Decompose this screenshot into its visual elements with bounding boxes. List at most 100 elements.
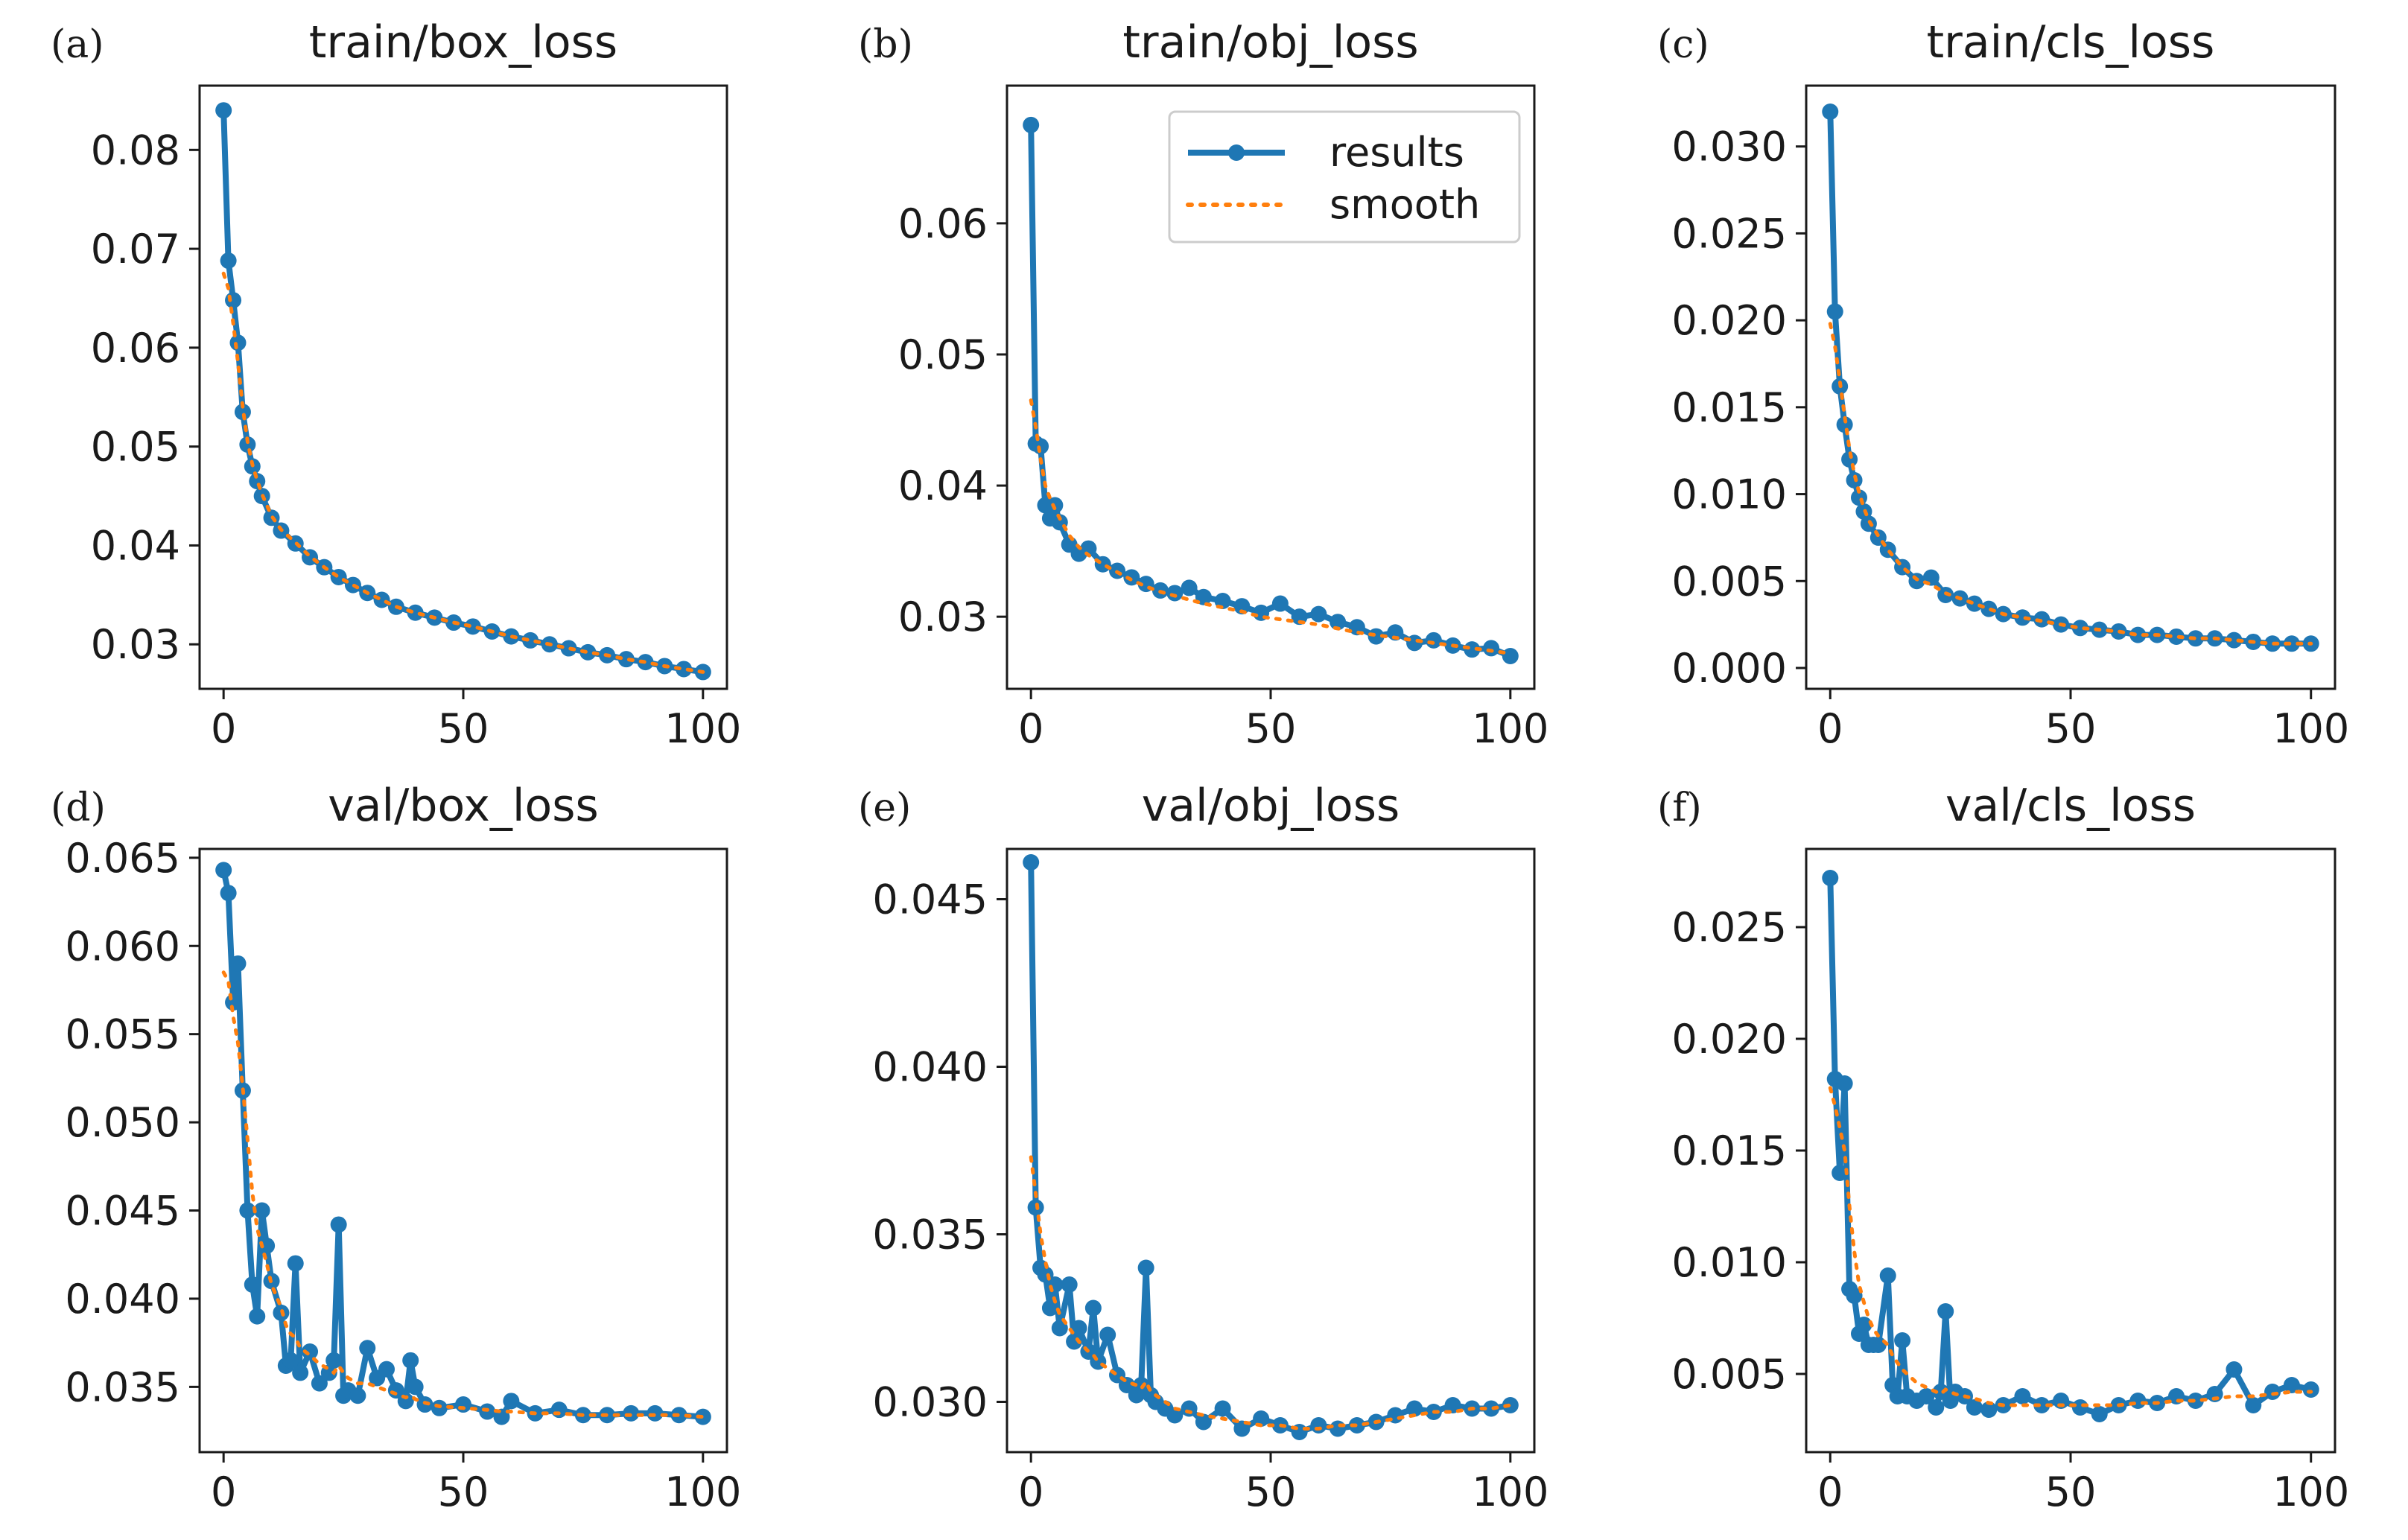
results-data-point <box>1822 870 1839 886</box>
results-data-point <box>325 1352 343 1369</box>
results-data-point <box>1051 1320 1068 1337</box>
y-tick-label: 0.035 <box>872 1212 988 1259</box>
results-data-point <box>1855 1317 1872 1333</box>
results-data-point <box>1966 595 1983 612</box>
chart-panel-1: (a) train/box_loss 0 50 100 0.03 0.04 0.05 0.06 0… <box>51 16 741 752</box>
results-data-point <box>1080 540 1097 557</box>
results-data-point <box>2302 1381 2319 1398</box>
results-data-point <box>249 473 266 490</box>
results-data-point <box>1181 579 1198 596</box>
y-tick-label: 0.07 <box>91 226 180 273</box>
results-data-point <box>1483 640 1500 657</box>
x-tick-label: 0 <box>211 705 236 752</box>
panel-title: train/cls_loss <box>1927 16 2215 69</box>
panel-letter: (d) <box>51 786 106 830</box>
y-tick-label: 0.05 <box>898 331 988 378</box>
results-data-point <box>387 1382 404 1399</box>
plot-frame <box>198 847 728 1454</box>
results-data-point <box>1023 116 1040 133</box>
results-data-point <box>1425 631 1442 649</box>
results-data-point <box>1836 1075 1853 1092</box>
results-data-point <box>1066 1333 1083 1350</box>
results-data-point <box>215 862 232 879</box>
results-data-point <box>1937 1303 1954 1320</box>
results-data-point <box>2033 1397 2050 1413</box>
results-data-point <box>1253 1410 1270 1427</box>
x-tick-label: 100 <box>664 1469 741 1515</box>
x-tick-label: 50 <box>1245 705 1297 752</box>
results-data-point <box>330 568 347 585</box>
panel-title: train/box_loss <box>309 16 617 69</box>
results-data-point <box>220 252 237 270</box>
x-tick-label: 0 <box>1018 705 1043 752</box>
x-tick-label: 50 <box>2045 705 2097 752</box>
panel-title: val/cls_loss <box>1945 780 2196 832</box>
x-tick-label: 50 <box>1245 1469 1297 1515</box>
smooth-series-line <box>221 271 705 674</box>
results-data-point <box>676 661 693 678</box>
y-tick-label: 0.020 <box>1671 297 1787 344</box>
results-data-point <box>239 436 256 454</box>
results-data-point <box>1181 1400 1198 1417</box>
results-data-point <box>1214 1400 1231 1417</box>
chart-panel-4: (d) val/box_loss 0 50 100 0.035 0.040 0.045 0.05… <box>51 780 741 1515</box>
results-data-point <box>359 1340 376 1357</box>
results-data-point <box>1832 1165 1849 1181</box>
results-data-point <box>623 1404 640 1422</box>
results-data-point <box>1330 614 1347 631</box>
results-data-point <box>292 1364 309 1381</box>
results-data-point <box>1070 1320 1087 1337</box>
results-data-point <box>503 1393 520 1410</box>
x-tick-label: 100 <box>664 705 741 752</box>
results-data-point <box>1233 598 1251 615</box>
y-tick-label: 0.035 <box>65 1364 180 1410</box>
results-data-point <box>2053 1393 2070 1409</box>
x-tick-label: 50 <box>438 1469 489 1515</box>
legend-results-marker <box>1228 144 1245 161</box>
results-data-point <box>617 651 635 668</box>
smooth-series-line <box>221 970 705 1419</box>
results-data-point <box>2283 1377 2300 1393</box>
y-tick-label: 0.04 <box>91 522 180 569</box>
results-data-point <box>1444 1397 1461 1413</box>
chart-panel-3: (c) train/cls_loss 0 50 100 0.000 0.005 0.010 0.… <box>1657 16 2349 752</box>
results-data-point <box>1846 1288 1863 1304</box>
panel-letter: (a) <box>51 22 104 67</box>
y-tick-label: 0.010 <box>1671 1239 1787 1286</box>
panel-title: train/obj_loss <box>1122 16 1418 69</box>
results-data-point <box>1928 1399 1945 1416</box>
results-data-point <box>378 1361 395 1378</box>
results-data-point <box>1061 1276 1078 1293</box>
results-series-line <box>220 110 704 675</box>
y-tick-label: 0.03 <box>91 621 180 668</box>
results-data-point <box>402 1352 419 1369</box>
results-data-point <box>1271 595 1289 612</box>
results-data-point <box>397 1393 414 1410</box>
results-data-point <box>1918 1388 1935 1404</box>
results-data-point <box>258 1237 276 1254</box>
x-tick-label: 0 <box>1817 1469 1843 1515</box>
results-data-point <box>253 1202 270 1219</box>
results-data-point <box>1387 624 1404 641</box>
chart-panel-5: (e) val/obj_loss 0 50 100 0.030 0.035 0.040 0.04… <box>858 780 1548 1515</box>
results-data-point <box>1502 647 1519 664</box>
results-data-point <box>1980 1401 1998 1418</box>
y-tick-label: 0.040 <box>872 1044 988 1091</box>
results-data-point <box>2071 1399 2088 1416</box>
results-data-point <box>1084 1299 1102 1317</box>
results-data-point <box>1310 1417 1327 1434</box>
smooth-series-line <box>1029 1155 1513 1431</box>
y-tick-label: 0.060 <box>65 923 180 970</box>
x-tick-label: 50 <box>2045 1469 2097 1515</box>
results-data-point <box>522 631 539 649</box>
results-data-point <box>1032 438 1049 455</box>
results-data-point <box>1406 1400 1423 1417</box>
results-data-point <box>647 1404 664 1422</box>
results-data-point <box>239 1202 256 1219</box>
results-data-point <box>2264 1384 2281 1400</box>
results-data-point <box>407 604 424 621</box>
y-tick-label: 0.015 <box>1671 384 1787 431</box>
y-tick-label: 0.010 <box>1671 471 1787 518</box>
results-data-point <box>1869 1337 1887 1353</box>
results-data-point <box>1023 854 1040 871</box>
